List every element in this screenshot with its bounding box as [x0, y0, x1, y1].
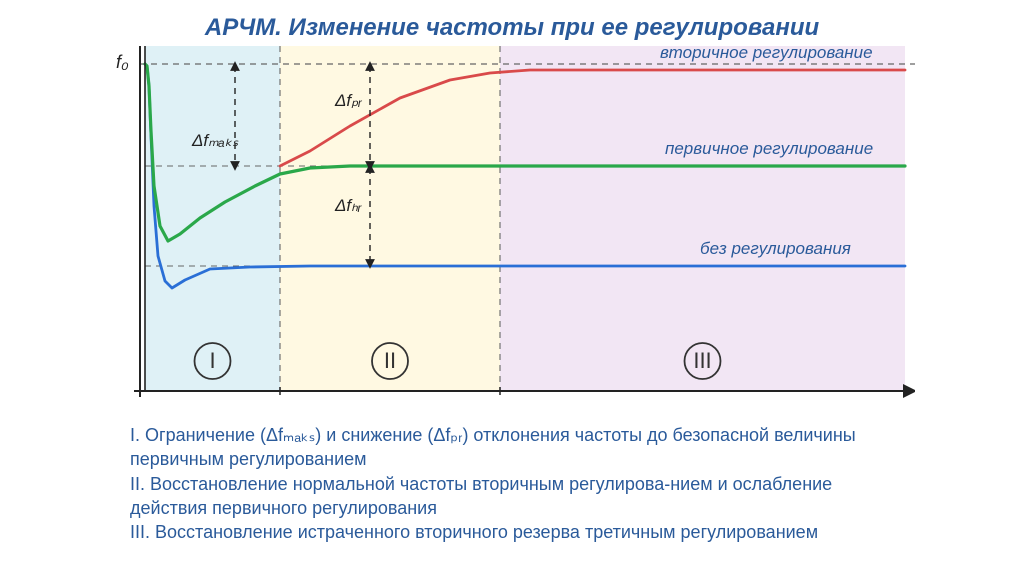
frequency-chart: f₀ без регулирования первичное регулирован…: [110, 46, 915, 411]
svg-text:f₀: f₀: [116, 52, 129, 72]
svg-text:без регулирования: без регулирования: [700, 239, 851, 258]
description-line: III. Восстановление истраченного вторичн…: [130, 520, 900, 544]
description-line: II. Восстановление нормальной частоты вт…: [130, 472, 900, 521]
svg-text:вторичное регулирование: вторичное регулирование: [660, 46, 873, 62]
description-block: I. Ограничение (Δfₘₐₖₛ) и снижение (Δfₚᵣ…: [130, 423, 900, 544]
svg-text:I: I: [209, 348, 215, 373]
svg-text:Δfₕᵣ: Δfₕᵣ: [334, 196, 362, 215]
svg-text:Δfₚᵣ: Δfₚᵣ: [334, 91, 362, 110]
svg-text:Δfₘₐₖₛ: Δfₘₐₖₛ: [191, 131, 239, 150]
chart-svg: f₀ без регулирования первичное регулирован…: [110, 46, 915, 411]
svg-text:II: II: [384, 348, 396, 373]
svg-text:первичное регулирование: первичное регулирование: [665, 139, 873, 158]
svg-text:III: III: [693, 348, 711, 373]
description-line: I. Ограничение (Δfₘₐₖₛ) и снижение (Δfₚᵣ…: [130, 423, 900, 472]
page-title: АРЧМ. Изменение частоты при ее регулиров…: [0, 0, 1024, 48]
